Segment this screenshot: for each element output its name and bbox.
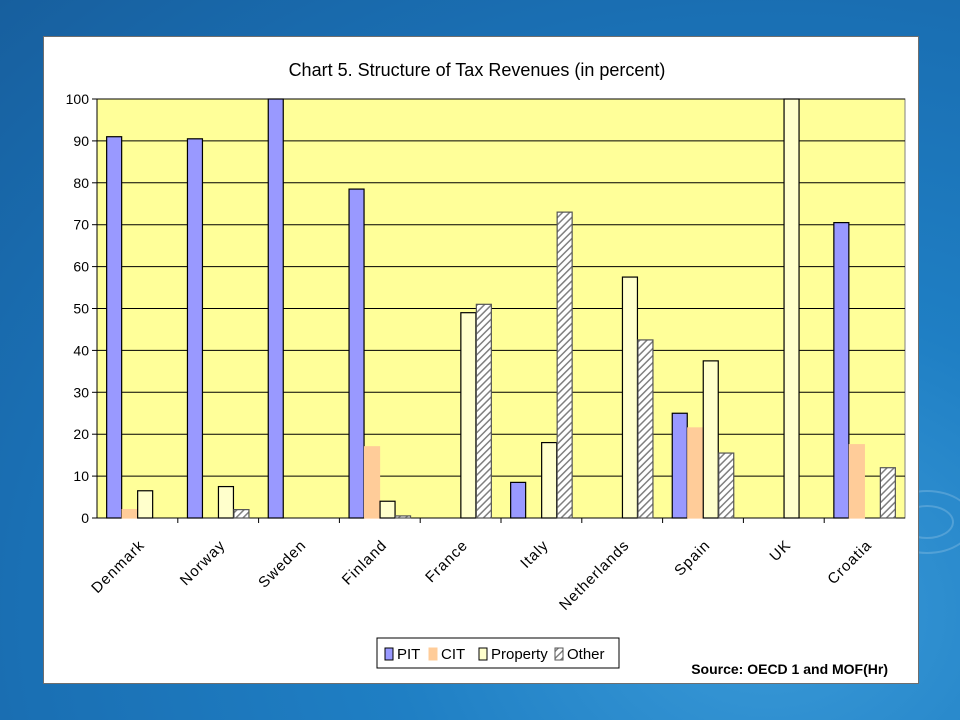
bar-property-finland <box>379 500 396 519</box>
bar-pit-finland <box>348 188 365 519</box>
x-tick-label: Denmark <box>88 537 148 597</box>
y-tick-label: 10 <box>73 468 89 484</box>
y-tick-label: 50 <box>73 301 89 317</box>
chart-frame: Chart 5. Structure of Tax Revenues (in p… <box>43 36 919 684</box>
bar-pit-sweden <box>267 98 284 519</box>
bar-pit-spain <box>671 412 688 519</box>
legend-label-property: Property <box>491 646 548 663</box>
y-tick-label: 20 <box>73 426 89 442</box>
y-tick-label: 40 <box>73 342 89 358</box>
bar-other-italy <box>556 211 573 519</box>
bar-property-uk <box>783 98 800 519</box>
bar-pit-italy <box>510 481 527 519</box>
bar-cit-croatia <box>848 444 865 519</box>
legend-box <box>376 637 620 669</box>
bar-other-netherlands <box>637 339 654 519</box>
y-tick-label: 80 <box>73 175 89 191</box>
y-tick-label: 100 <box>66 91 90 107</box>
plot-area: 0 10 20 30 40 50 60 70 80 90 100 Denmark Norway Swede… <box>66 91 906 614</box>
legend-label-pit: PIT <box>397 646 420 663</box>
bar-other-finland <box>394 515 412 519</box>
bar-property-norway <box>217 485 235 519</box>
x-tick-label: Norway <box>177 537 229 589</box>
bar-cit-denmark <box>121 509 138 519</box>
y-tick-label: 60 <box>73 259 89 275</box>
x-tick-label: Italy <box>517 537 552 572</box>
tax-structure-chart: Chart 5. Structure of Tax Revenues (in p… <box>66 60 906 677</box>
legend: PIT CIT Property Other <box>376 637 620 669</box>
legend-swatch-property <box>478 647 488 661</box>
bar-property-denmark <box>137 490 154 519</box>
legend-label-other: Other <box>567 646 605 663</box>
y-tick-label: 30 <box>73 384 89 400</box>
bar-pit-denmark <box>106 136 123 519</box>
bar-property-italy <box>541 441 558 519</box>
bar-other-france <box>475 303 492 519</box>
bar-property-spain <box>702 360 719 519</box>
x-tick-label: UK <box>766 537 794 565</box>
bar-pit-norway <box>186 138 204 519</box>
y-tick-label: 0 <box>81 510 89 526</box>
x-tick-label: Spain <box>671 537 714 580</box>
legend-label-cit: CIT <box>441 646 465 663</box>
legend-swatch-pit <box>384 647 394 661</box>
chart-title: Chart 5. Structure of Tax Revenues (in p… <box>289 60 666 80</box>
legend-swatch-cit <box>428 647 438 661</box>
bar-cit-spain <box>687 427 704 519</box>
source-note: Source: OECD 1 and MOF(Hr) <box>691 661 888 677</box>
x-tick-label: Finland <box>339 537 391 589</box>
legend-swatch-other <box>554 647 564 661</box>
bar-other-spain <box>718 452 735 519</box>
bar-property-france <box>460 312 477 519</box>
x-tick-label: Croatia <box>824 537 875 588</box>
y-tick-label: 90 <box>73 133 89 149</box>
bar-other-croatia <box>879 467 896 519</box>
bar-other-norway <box>233 509 250 519</box>
bar-pit-croatia <box>833 222 850 519</box>
y-tick-label: 70 <box>73 217 89 233</box>
x-tick-label: Netherlands <box>556 537 633 614</box>
x-tick-label: France <box>422 537 471 586</box>
bar-property-netherlands <box>621 276 639 519</box>
x-tick-label: Sweden <box>255 537 310 592</box>
bar-cit-finland <box>363 446 381 519</box>
